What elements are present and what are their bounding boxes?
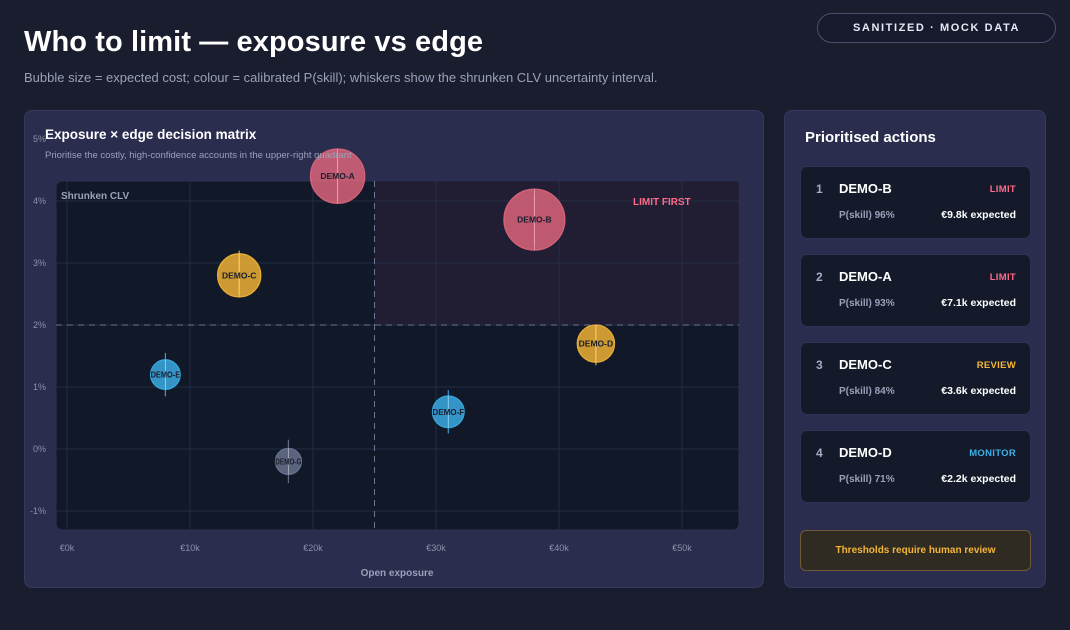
y-tick-label: 5% bbox=[33, 134, 46, 144]
prioritised-actions-panel: Prioritised actions 1 DEMO-B LIMIT P(ski… bbox=[784, 110, 1046, 588]
action-item[interactable]: 1 DEMO-B LIMIT P(skill) 96% €9.8k expect… bbox=[800, 166, 1031, 239]
action-tag: MONITOR bbox=[969, 448, 1016, 459]
action-tag: LIMIT bbox=[989, 272, 1016, 283]
bubble-label: DEMO-G bbox=[275, 456, 301, 466]
x-tick-label: €10k bbox=[180, 543, 200, 553]
bubble-label: DEMO-F bbox=[432, 407, 464, 417]
bubble-circle bbox=[149, 359, 181, 391]
x-tick-label: €0k bbox=[60, 543, 75, 553]
action-rank: 2 bbox=[816, 270, 823, 284]
y-axis-ticks: -1% 0% 1% 2% 3% 4% 5% bbox=[30, 134, 46, 516]
bubble-demo-a: DEMO-A bbox=[309, 148, 366, 204]
y-axis-label: Shrunken CLV bbox=[61, 191, 129, 202]
chart-title: Exposure × edge decision matrix bbox=[45, 127, 257, 142]
bubble-circle bbox=[576, 324, 616, 363]
decision-matrix-card: -1% 0% 1% 2% 3% 4% 5% €0k €10k €20k €30k €40k €50k … bbox=[24, 110, 764, 588]
page-subtitle: Bubble size = expected cost; colour = ca… bbox=[24, 70, 658, 85]
chart-subtitle: Prioritise the costly, high-confidence a… bbox=[45, 150, 352, 161]
action-tag: LIMIT bbox=[989, 184, 1016, 195]
bubble-label: DEMO-C bbox=[222, 270, 256, 280]
x-axis-ticks: €0k €10k €20k €30k €40k €50k bbox=[60, 543, 693, 553]
bubbles: DEMO-A DEMO-B DEMO-C DEMO-D DEMO-E DEMO-F DEMO… bbox=[149, 148, 616, 484]
decision-matrix-chart: -1%0%1%2%3%4%5% €0k €10k €20k €30k €40k €50k … bbox=[30, 127, 740, 579]
bubble-circle bbox=[216, 253, 262, 298]
expected-cost: €9.8k expected bbox=[941, 209, 1016, 221]
y-tick-label: 1% bbox=[33, 382, 46, 392]
pskill-value: P(skill) 96% bbox=[839, 210, 895, 221]
mock-data-badge: SANITIZED · MOCK DATA bbox=[817, 13, 1056, 43]
human-review-note: Thresholds require human review bbox=[800, 530, 1031, 571]
expected-cost: €3.6k expected bbox=[941, 385, 1016, 397]
x-tick-label: €20k bbox=[303, 543, 323, 553]
account-name: DEMO-C bbox=[839, 357, 892, 372]
account-name: DEMO-A bbox=[839, 269, 892, 284]
y-tick-label: 3% bbox=[33, 258, 46, 268]
action-rank: 4 bbox=[816, 446, 823, 460]
action-tag: REVIEW bbox=[976, 360, 1016, 371]
pskill-value: P(skill) 84% bbox=[839, 386, 895, 397]
y-tick-label: -1% bbox=[30, 506, 46, 516]
action-item[interactable]: 4 DEMO-D MONITOR P(skill) 71% €2.2k expe… bbox=[800, 430, 1031, 503]
expected-cost: €7.1k expected bbox=[941, 297, 1016, 309]
pskill-value: P(skill) 93% bbox=[839, 298, 895, 309]
bubble-circle bbox=[503, 188, 566, 251]
bubble-circle bbox=[431, 395, 465, 429]
page-title: Who to limit — exposure vs edge bbox=[24, 26, 484, 58]
y-tick-label: 4% bbox=[33, 196, 46, 206]
action-item[interactable]: 2 DEMO-A LIMIT P(skill) 93% €7.1k expect… bbox=[800, 254, 1031, 327]
action-rank: 3 bbox=[816, 358, 823, 372]
bubble-label: DEMO-B bbox=[517, 215, 551, 225]
action-rank: 1 bbox=[816, 182, 823, 196]
expected-cost: €2.2k expected bbox=[941, 473, 1016, 485]
bubble-circle bbox=[274, 447, 303, 476]
y-tick-label: 2% bbox=[33, 320, 46, 330]
x-tick-label: €40k bbox=[549, 543, 569, 553]
account-name: DEMO-D bbox=[839, 445, 892, 460]
quadrant-label: LIMIT FIRST bbox=[633, 197, 691, 208]
bubble-demo-e: DEMO-E bbox=[149, 352, 181, 397]
panel-title: Prioritised actions bbox=[805, 129, 936, 146]
bubble-label: DEMO-D bbox=[579, 339, 613, 349]
bubble-demo-d: DEMO-D bbox=[576, 324, 616, 366]
bubble-circle bbox=[309, 148, 366, 204]
grid-lines bbox=[56, 181, 739, 530]
bubble-demo-g: DEMO-G bbox=[274, 439, 303, 484]
x-tick-label: €50k bbox=[672, 543, 692, 553]
action-item[interactable]: 3 DEMO-C REVIEW P(skill) 84% €3.6k expec… bbox=[800, 342, 1031, 415]
x-axis-label: Open exposure bbox=[361, 568, 434, 579]
x-tick-label: €30k bbox=[426, 543, 446, 553]
pskill-value: P(skill) 71% bbox=[839, 474, 895, 485]
bubble-label: DEMO-E bbox=[151, 370, 181, 380]
bubble-label: DEMO-A bbox=[320, 171, 354, 181]
account-name: DEMO-B bbox=[839, 181, 892, 196]
y-tick-label: 0% bbox=[33, 444, 46, 454]
bubble-demo-c: DEMO-C bbox=[216, 250, 262, 298]
bubble-demo-b: DEMO-B bbox=[503, 188, 566, 251]
bubble-demo-f: DEMO-F bbox=[431, 390, 465, 434]
